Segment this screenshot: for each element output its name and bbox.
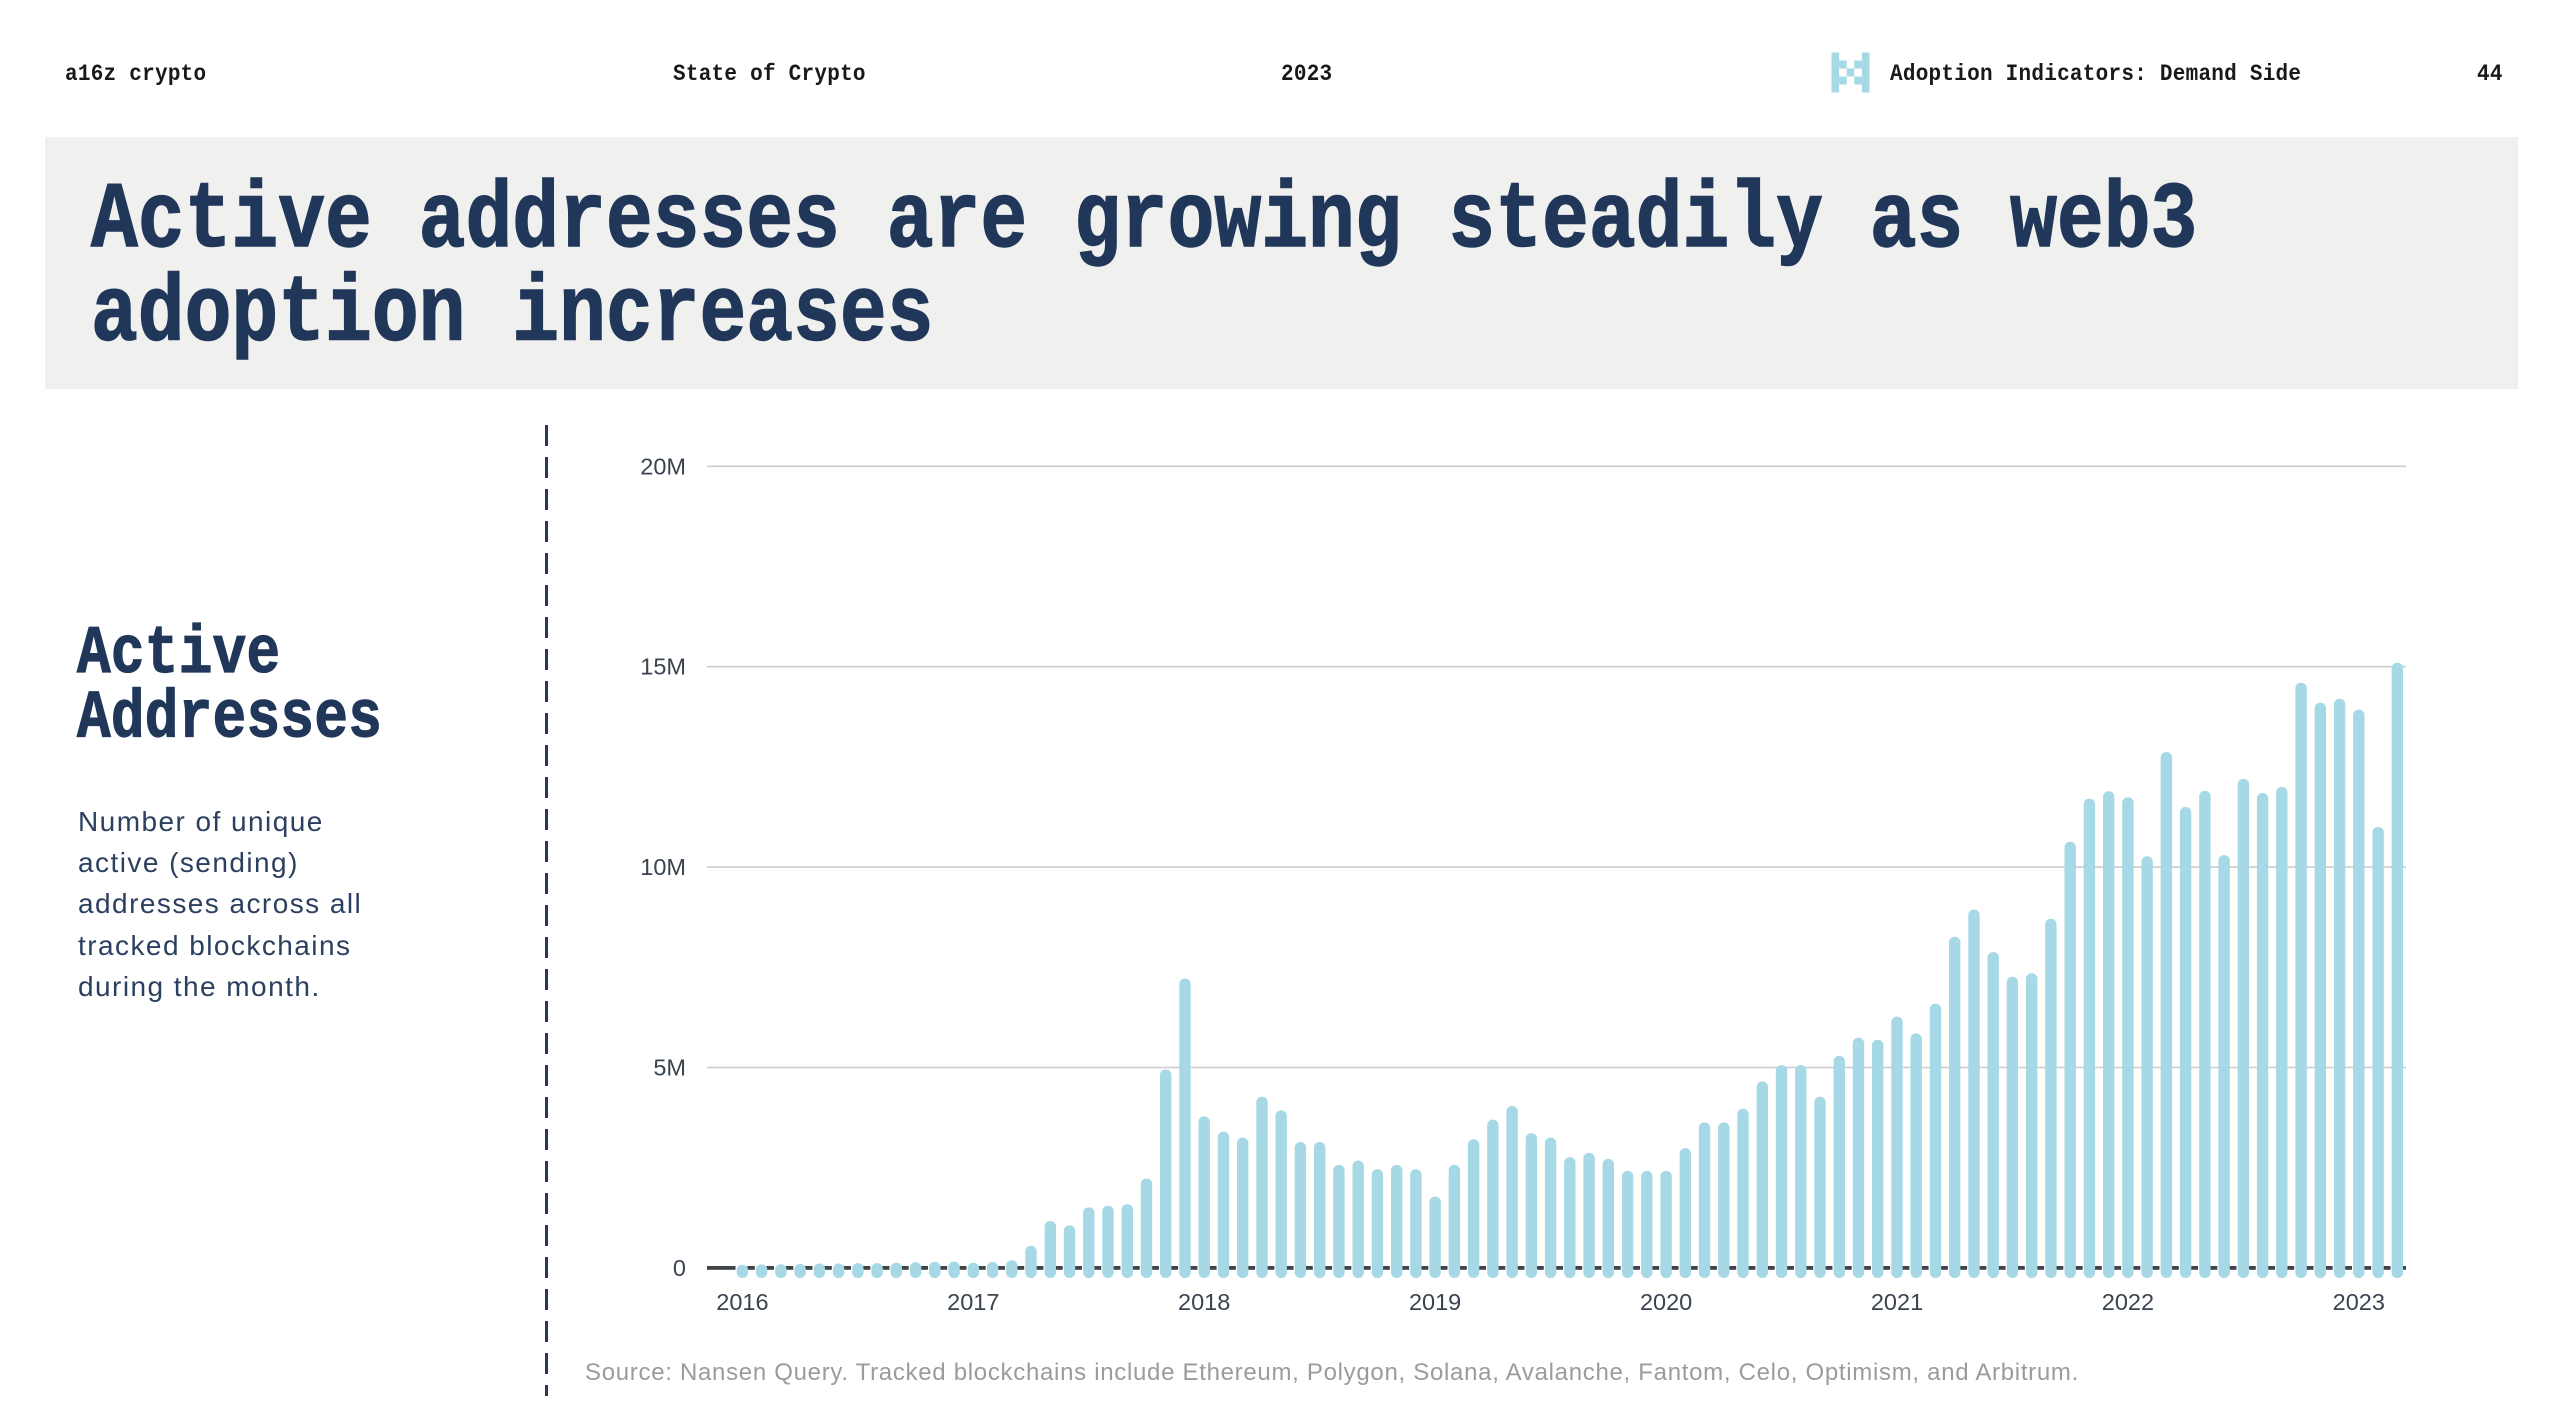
svg-text:5M: 5M: [653, 1055, 686, 1081]
svg-text:0: 0: [673, 1255, 686, 1281]
svg-text:20M: 20M: [640, 453, 686, 479]
svg-text:2018: 2018: [1178, 1289, 1230, 1315]
svg-text:2016: 2016: [716, 1289, 768, 1315]
svg-text:10M: 10M: [640, 854, 686, 880]
svg-text:15M: 15M: [640, 654, 686, 680]
svg-text:2022: 2022: [2102, 1289, 2154, 1315]
svg-text:2017: 2017: [947, 1289, 999, 1315]
svg-text:2023: 2023: [2333, 1289, 2385, 1315]
svg-text:2021: 2021: [1871, 1289, 1923, 1315]
svg-text:2019: 2019: [1409, 1289, 1461, 1315]
svg-text:2020: 2020: [1640, 1289, 1692, 1315]
